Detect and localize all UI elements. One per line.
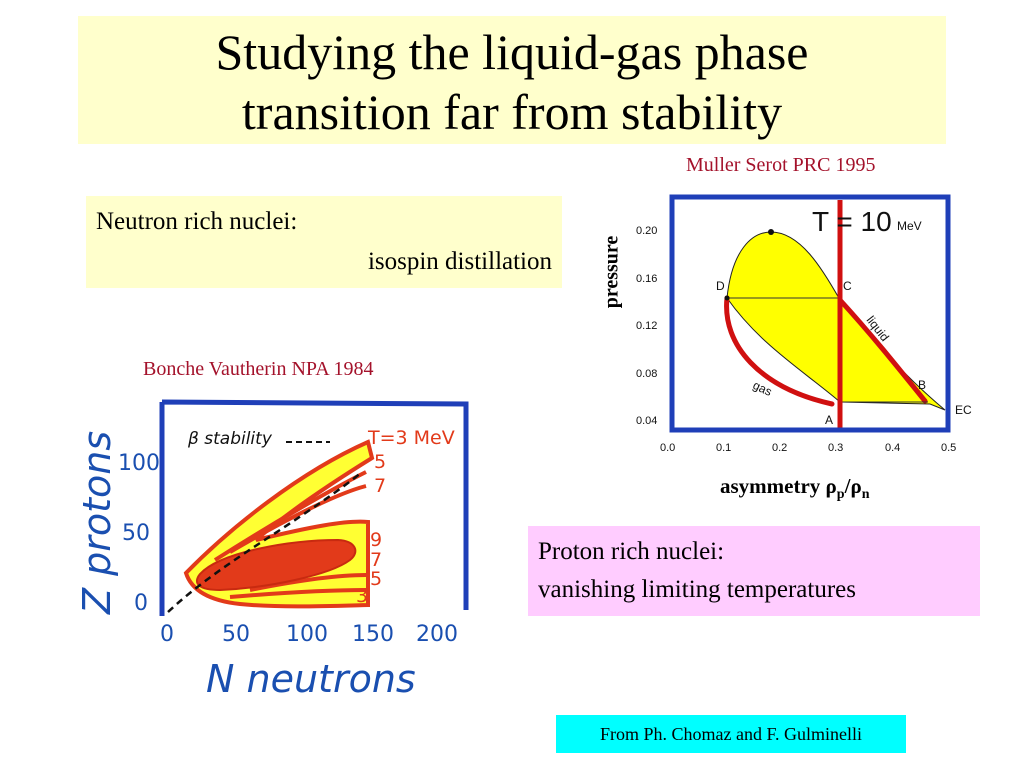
temperature-unit: MeV [897,219,922,233]
citation-muller: Muller Serot PRC 1995 [686,154,876,176]
title-line-2: transition far from stability [241,84,783,140]
y-tick-label: 0.04 [636,415,657,427]
credit-box: From Ph. Chomaz and F. Gulminelli [556,715,906,753]
gas-curve [724,295,835,407]
neutron-note-box: Neutron rich nuclei: isospin distillatio… [86,196,562,288]
proton-note-box: Proton rich nuclei: vanishing limiting t… [528,526,980,616]
x-tick-label: 0.1 [716,442,731,454]
point-label-d: D [716,279,725,293]
band-curve [249,573,367,592]
n-tick-label: 100 [286,622,328,647]
point-label-b: B [918,378,926,392]
nuclear-chart-frame [159,399,469,616]
phase-diagram-xlabel: asymmetry ρp/ρn [720,474,869,503]
temp-label-7-bottom: 7 [370,549,382,571]
neutron-note-line-2: isospin distillation [367,248,552,275]
xlabel-text: asymmetry [720,474,826,498]
x-tick-label: 0.2 [772,442,787,454]
proton-note-line-1: Proton rich nuclei: [538,538,725,565]
x-tick-label: 0.5 [941,442,956,454]
proton-note-line-2: vanishing limiting temperatures [538,576,856,603]
y-tick-label: 0.20 [636,225,657,237]
x-tick-label: 0.0 [660,442,675,454]
phase-diagram-frame [669,194,951,433]
n-tick-label: 0 [160,622,174,647]
band-curve [229,588,367,599]
xlabel-sub-n: n [861,487,870,503]
n-tick-label: 150 [352,622,394,647]
xlabel-sub-p: p [836,487,845,503]
temp-label-7-top: 7 [374,475,386,497]
z-axis-title: Z protons [75,431,119,615]
critical-point-dot [768,229,774,235]
phase-x-ticks: 0.0 0.1 0.2 0.3 0.4 0.5 [660,442,956,454]
xlabel-rho-2: ρ [850,474,862,498]
point-d-dot [724,295,730,301]
title-line-1: Studying the liquid-gas phase [215,24,809,80]
phase-diagram: T = 10 MeV D C B A EC liquid gas 0.20 0.… [636,194,972,454]
liquid-curve [837,297,928,404]
point-label-a: A [825,413,833,427]
temp-label-t3: T=3 MeV [367,427,455,449]
y-tick-label: 0.08 [636,368,657,380]
z-tick-label: 0 [134,591,148,616]
phase-y-ticks: 0.20 0.16 0.12 0.08 0.04 [636,225,657,427]
neutron-note-line-1: Neutron rich nuclei: [96,208,298,235]
band-curve [228,484,367,554]
nuclear-chart: β stability T=3 MeV 5 7 9 7 5 3 100 50 0… [75,399,469,701]
y-tick-label: 0.12 [636,320,657,332]
point-label-ec: EC [955,403,972,417]
beta-stability-line [167,471,363,613]
n-tick-label: 50 [222,622,250,647]
temp-label-5-top: 5 [374,451,386,473]
n-tick-label: 200 [416,622,458,647]
point-label-c: C [843,279,852,293]
citation-bonche: Bonche Vautherin NPA 1984 [143,358,374,380]
temperature-label: T = 10 [812,206,892,237]
temp-label-3-bottom: 3 [356,585,368,607]
xlabel-slash: / [844,474,851,498]
x-tick-label: 0.4 [885,442,900,454]
z-tick-label: 50 [122,521,150,546]
n-axis-title: N neutrons [206,657,416,701]
beta-stability-label: β stability [187,429,273,449]
xlabel-rho-1: ρ [825,474,837,498]
z-tick-label: 100 [118,451,160,476]
x-tick-label: 0.3 [828,442,843,454]
temp-label-9: 9 [370,529,382,551]
y-tick-label: 0.16 [636,273,657,285]
temp-label-5-bottom: 5 [370,568,382,590]
inner-ellipse-region [195,538,357,592]
title-box: Studying the liquid-gas phase transition… [78,16,946,144]
